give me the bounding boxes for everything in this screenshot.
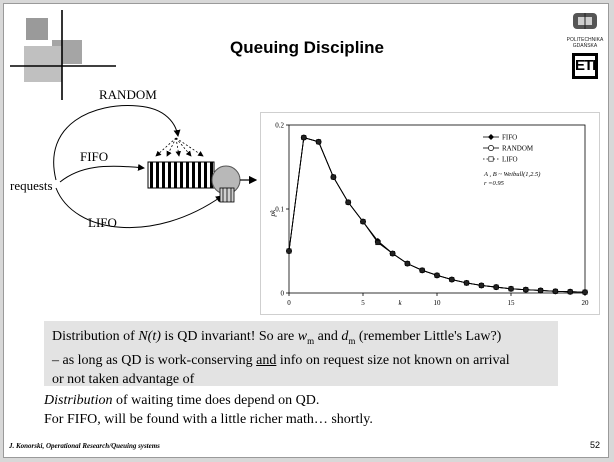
random-point [448, 276, 455, 283]
legend-label: FIFO [502, 134, 517, 142]
callout-t6: and [314, 329, 342, 344]
server-icon [211, 165, 241, 203]
callout-t11: and [256, 352, 277, 368]
callout-t4: w [297, 329, 308, 344]
x-tick-label: 5 [361, 299, 365, 307]
callout-line-1: Distribution of N(t) is QD invariant! So… [52, 327, 550, 351]
lifo-point [286, 248, 292, 254]
crest-icon [573, 13, 597, 29]
lifo-point [360, 219, 366, 225]
lifo-point [582, 289, 588, 295]
random-label: RANDOM [99, 87, 157, 102]
page-title: Queuing Discipline [230, 38, 384, 57]
fifo-label: FIFO [80, 149, 109, 164]
lifo-path [55, 187, 223, 229]
legend-marker [488, 134, 494, 140]
random-point [419, 267, 426, 274]
callout-line-2: – as long as QD is work-conserving and i… [52, 351, 550, 370]
lifo-point [538, 288, 544, 293]
fifo-path [59, 163, 145, 183]
lifo-point [375, 240, 381, 246]
series-line-fifo [288, 137, 586, 293]
footer-credit: J. Konorski, Operational Research/Queuin… [9, 442, 160, 450]
x-tick-label: 10 [434, 299, 442, 307]
legend-label: LIFO [502, 156, 518, 164]
plot-area [288, 124, 586, 294]
lifo-point [419, 267, 425, 273]
chart-frame: 0 5 10 15 20 0 0.1 0.2 k pk FIFO RANDOM LIFO A , B ~ … [260, 112, 600, 315]
lifo-point [493, 284, 499, 290]
slide: Queuing Discipline POLITECHNIKA GDAŃSKA … [3, 3, 609, 458]
y-tick-label: 0 [281, 290, 285, 298]
y-tick-label: 0.1 [275, 206, 284, 214]
callout-t9: (remember Little's Law?) [355, 329, 502, 344]
university-logo: POLITECHNIKA GDAŃSKA ETI [564, 10, 606, 84]
x-tick-label: 15 [508, 299, 516, 307]
x-tick-label: 20 [582, 299, 590, 307]
callout-t10: – as long as QD is work-conserving [52, 352, 257, 368]
y-tick-label: 0.2 [275, 122, 284, 130]
lifo-point [449, 277, 455, 283]
random-point [345, 199, 352, 206]
lifo-point [464, 280, 470, 286]
lifo-label: LIFO [88, 215, 117, 230]
corner-decoration [10, 10, 116, 100]
body-line-1-italic: Distribution [44, 393, 113, 408]
lifo-point [330, 174, 336, 180]
random-point [330, 174, 337, 181]
lifo-point [316, 139, 322, 145]
x-axis-label: k [398, 299, 402, 307]
lifo-point [390, 251, 396, 256]
callout-t7: d [341, 329, 349, 344]
lifo-point [434, 272, 440, 278]
lifo-point [478, 282, 484, 288]
x-tick-label: 0 [287, 299, 291, 307]
logo-text-line1: POLITECHNIKA [566, 37, 604, 43]
lifo-point [567, 289, 573, 295]
lifo-point [345, 199, 351, 205]
legend-label: RANDOM [502, 145, 534, 153]
queue-buffer [147, 161, 215, 189]
random-point [389, 250, 396, 257]
lifo-point [552, 288, 558, 294]
random-point [315, 138, 322, 145]
body-line-1-rest: of waiting time does depend on QD. [112, 393, 320, 408]
callout-t5: m [307, 335, 315, 346]
callout-line-3: or not taken advantage of [52, 371, 195, 387]
invariance-callout: Distribution of N(t) is QD invariant! So… [44, 321, 558, 387]
page-number: 52 [589, 440, 600, 450]
callout-t2: N(t) [138, 329, 161, 344]
random-point [404, 260, 411, 267]
callout-t12: info on request size not known on arriva… [276, 352, 510, 368]
annotation-distribution: A , B ~ Weibull(1,2.5) [483, 171, 540, 178]
body-line-1: Distribution of waiting time does depend… [44, 393, 319, 409]
callout-t3: is QD invariant! So are [160, 329, 298, 344]
legend-marker [488, 145, 494, 151]
series-line-lifo [288, 137, 586, 293]
requests-label: requests [10, 178, 53, 193]
lifo-point [523, 287, 529, 293]
series-line-random [288, 137, 586, 293]
legend-marker [488, 156, 494, 162]
body-line-2: For FIFO, will be found with a little ri… [44, 412, 373, 427]
random-point [434, 272, 440, 279]
callout-t8: m [348, 335, 356, 346]
queue-diagram [53, 105, 258, 229]
lifo-point [404, 261, 410, 267]
logo-text-line2: GDAŃSKA [572, 43, 598, 49]
callout-t1: Distribution of [52, 329, 139, 344]
random-point [360, 218, 366, 225]
random-path [53, 105, 181, 181]
y-axis-label: pk [269, 209, 277, 218]
lifo-point [508, 286, 514, 292]
annotation-load: r =0.95 [484, 180, 505, 187]
lifo-point [301, 135, 307, 141]
faculty-logo-icon: ETI [572, 53, 598, 79]
queue-distribution-chart: 0 5 10 15 20 0 0.1 0.2 k pk FIFO RANDOM LIFO A , B ~ … [269, 122, 590, 308]
